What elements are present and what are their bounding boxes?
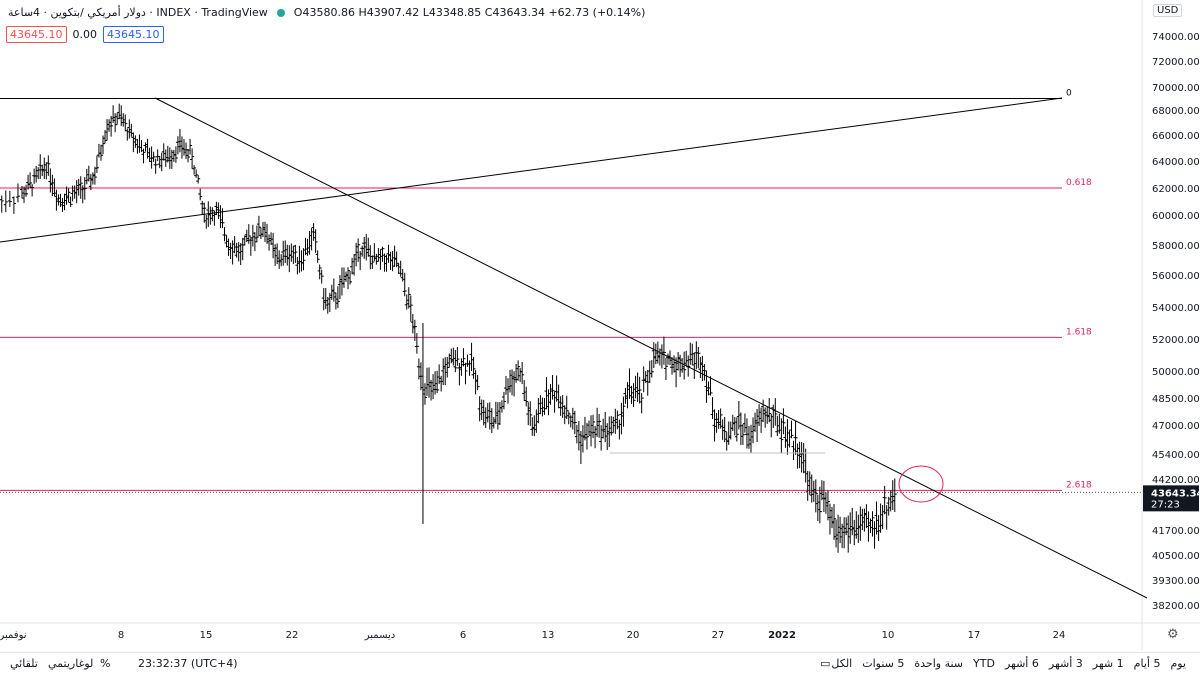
x-tick-label: 10 — [882, 630, 895, 641]
y-tick-label: 45400.00 — [1152, 450, 1200, 461]
range-button-7[interactable]: 5 سنوات — [862, 657, 905, 670]
y-tick-label: 50000.00 — [1152, 367, 1200, 378]
y-tick-label: 40500.00 — [1152, 551, 1200, 562]
x-tick-label: 6 — [460, 630, 466, 641]
y-tick-label: 66000.00 — [1152, 131, 1200, 142]
x-tick-label: 2022 — [768, 630, 796, 641]
auto-scale-button[interactable]: تلقائي — [10, 657, 38, 670]
fib-level-label: 2.618 — [1066, 480, 1092, 490]
sell-price-box[interactable]: 43645.10 — [6, 26, 67, 43]
y-tick-label: 68000.00 — [1152, 106, 1200, 117]
range-button-2[interactable]: 1 شهر — [1092, 657, 1124, 670]
time-readout[interactable]: 23:32:37 (UTC+4) — [138, 657, 238, 670]
market-open-icon — [276, 8, 285, 17]
percent-scale-button[interactable]: % — [100, 657, 111, 670]
y-tick-label: 62000.00 — [1152, 184, 1200, 195]
y-tick-label: 64000.00 — [1152, 157, 1200, 168]
rising-trendline[interactable] — [0, 97, 1063, 243]
range-button-5[interactable]: YTD — [973, 657, 995, 670]
y-tick-label: 70000.00 — [1152, 83, 1200, 94]
y-tick-label: 48500.00 — [1152, 394, 1200, 405]
x-tick-label: 27 — [712, 630, 725, 641]
log-scale-button[interactable]: لوغاريتمي — [48, 657, 94, 670]
range-buttons: يوم 5 أيام 1 شهر 3 أشهر 6 أشهر YTD سنة واحدة 5 … — [831, 657, 1186, 670]
y-tick-label: 47000.00 — [1152, 421, 1200, 432]
currency-button[interactable]: USD — [1153, 4, 1183, 17]
range-button-8[interactable]: الكل — [831, 657, 853, 670]
countdown-label: 27:23 — [1151, 499, 1180, 510]
range-button-0[interactable]: يوم — [1170, 657, 1186, 670]
y-tick-label: 74000.00 — [1152, 32, 1200, 43]
y-tick-label: 38200.00 — [1152, 601, 1200, 612]
fib-level-label: 0 — [1066, 89, 1072, 99]
chart-title: دولار أمريكي /بتكوين · 4ساعة · INDEX · T… — [8, 6, 268, 19]
x-tick-label: 20 — [627, 630, 640, 641]
y-tick-label: 58000.00 — [1152, 241, 1200, 252]
current-price-tag — [1143, 485, 1199, 512]
y-tick-label: 60000.00 — [1152, 211, 1200, 222]
x-tick-label: 17 — [968, 630, 981, 641]
x-tick-label: ديسمبر — [364, 630, 395, 641]
fib-level-label: 0.618 — [1066, 178, 1092, 188]
current-price-label: 43643.34 — [1151, 488, 1200, 499]
chart-legend: دولار أمريكي /بتكوين · 4ساعة · INDEX · T… — [8, 6, 645, 19]
x-tick-label: نوفمبر — [0, 630, 27, 641]
x-tick-label: 22 — [286, 630, 299, 641]
x-tick-label: 13 — [542, 630, 555, 641]
calendar-icon[interactable]: ▭ — [820, 657, 831, 670]
ohlc-values: O43580.86 H43907.42 L43348.85 C43643.34 … — [293, 6, 646, 19]
y-tick-label: 54000.00 — [1152, 303, 1200, 314]
range-button-3[interactable]: 3 أشهر — [1048, 657, 1083, 670]
fib-level-label: 1.618 — [1066, 327, 1092, 337]
y-tick-label: 44200.00 — [1152, 475, 1200, 486]
y-tick-label: 56000.00 — [1152, 271, 1200, 282]
spread-value: 0.00 — [72, 28, 98, 41]
range-button-1[interactable]: 5 أيام — [1133, 657, 1161, 670]
y-tick-label: 39300.00 — [1152, 576, 1200, 587]
range-button-6[interactable]: سنة واحدة — [914, 657, 964, 670]
price-boxes: 43645.10 0.00 43645.10 — [6, 26, 164, 43]
x-tick-label: 8 — [118, 630, 124, 641]
falling-trendline[interactable] — [154, 97, 1148, 599]
highlight-ellipse[interactable] — [898, 465, 944, 503]
x-tick-label: 24 — [1053, 630, 1066, 641]
y-tick-label: 41700.00 — [1152, 526, 1200, 537]
gear-icon[interactable]: ⚙ — [1167, 627, 1179, 642]
x-tick-label: 15 — [200, 630, 213, 641]
bottom-toolbar: تلقائي لوغاريتمي % 23:32:37 (UTC+4) ▭ يو… — [0, 652, 1200, 676]
range-button-4[interactable]: 6 أشهر — [1004, 657, 1039, 670]
y-tick-label: 72000.00 — [1152, 57, 1200, 68]
y-tick-label: 52000.00 — [1152, 335, 1200, 346]
buy-price-box[interactable]: 43645.10 — [103, 26, 164, 43]
